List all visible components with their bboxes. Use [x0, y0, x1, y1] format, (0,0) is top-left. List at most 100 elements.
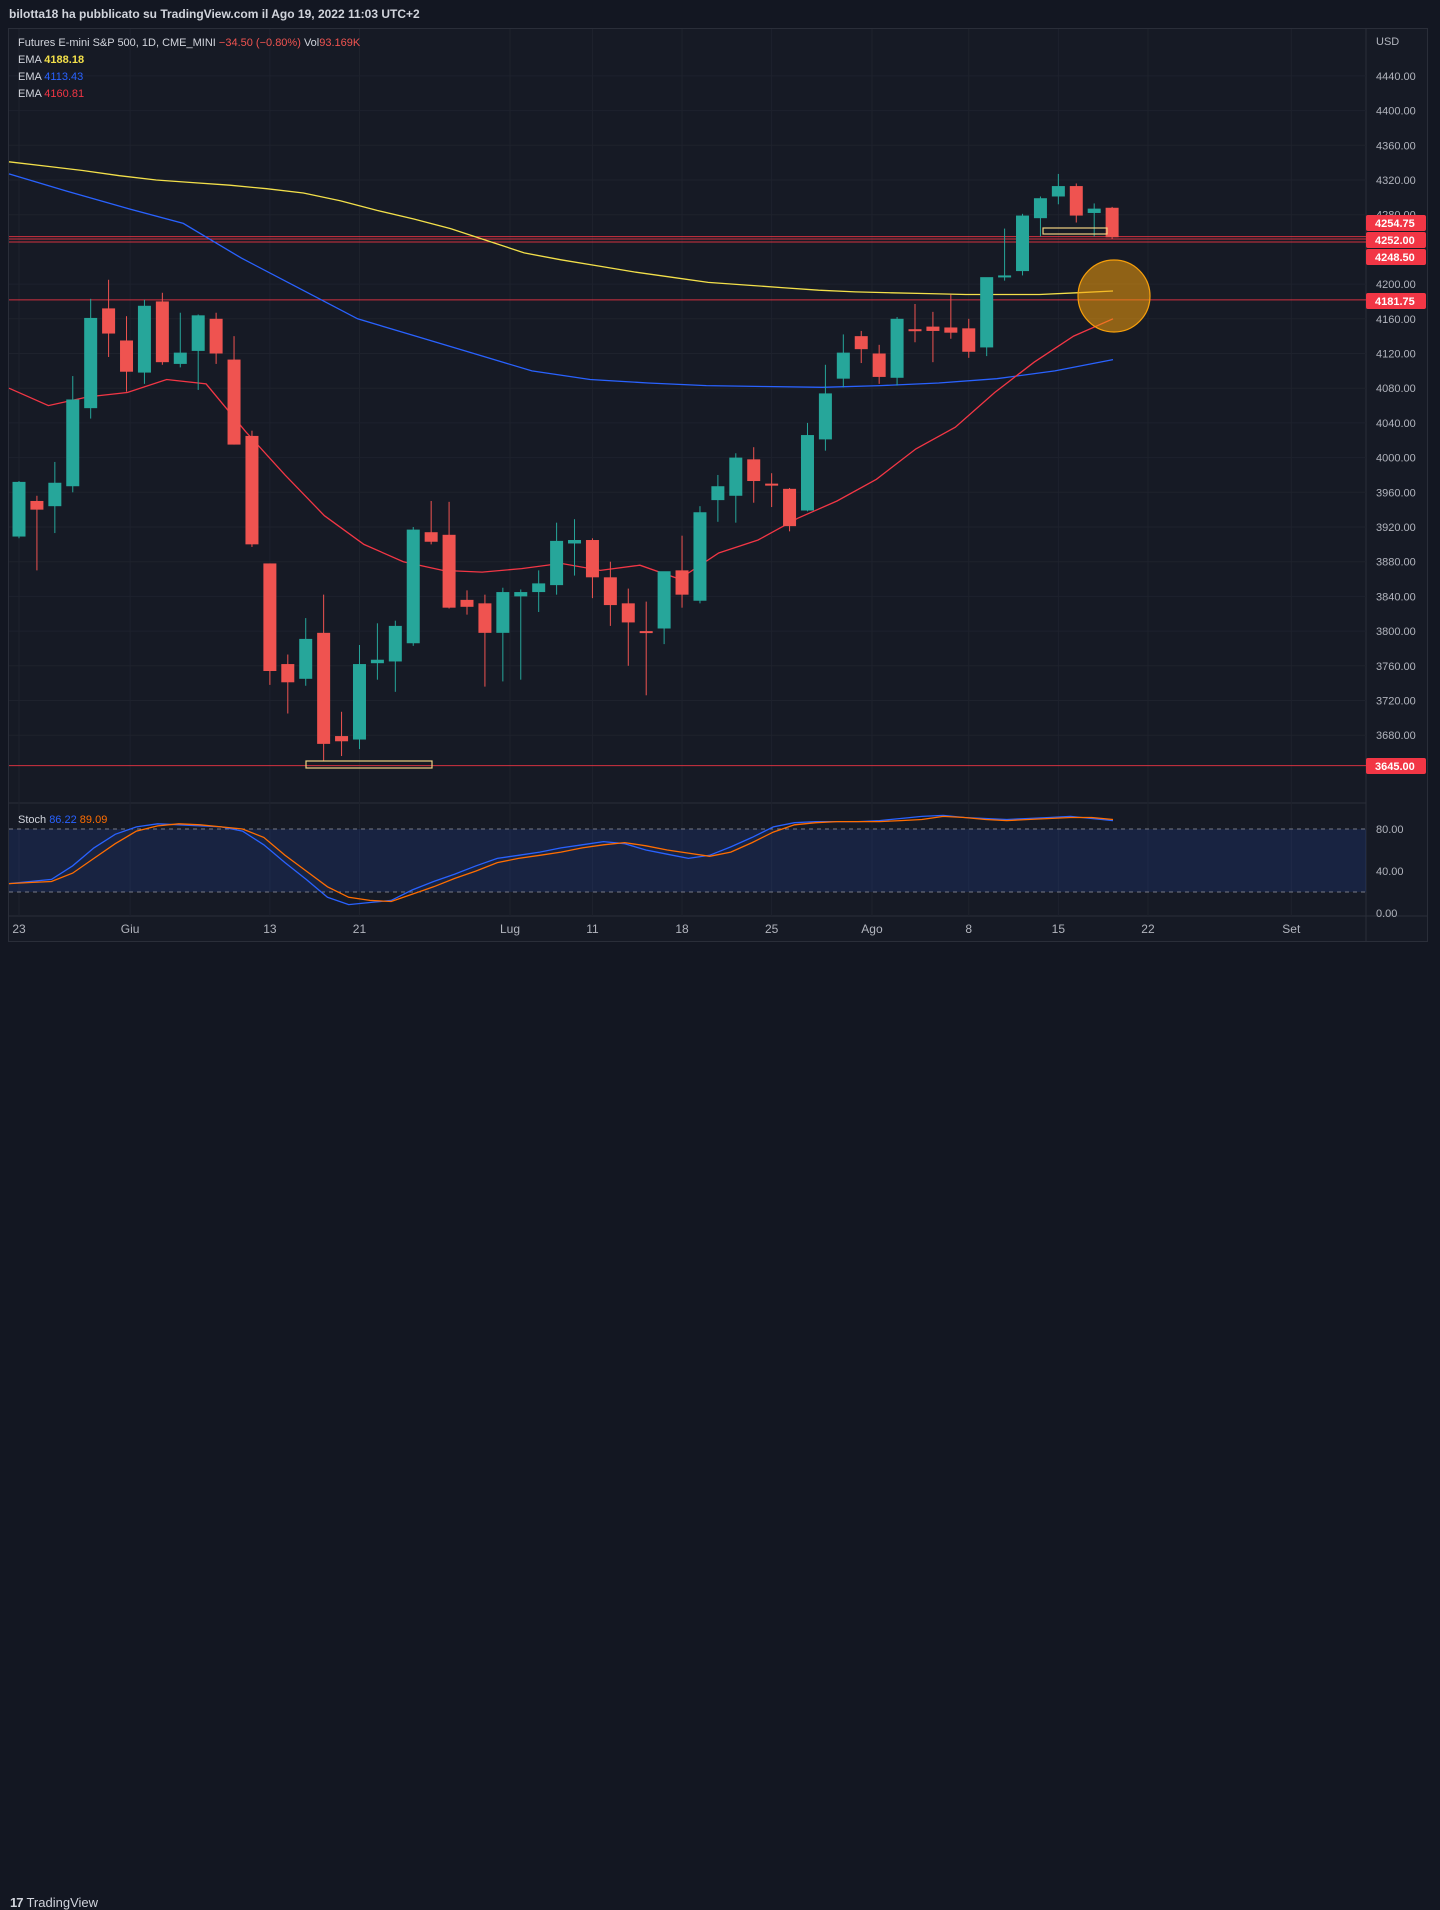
candle-body: [191, 315, 205, 351]
stoch-y-tick-label: 40.00: [1376, 866, 1404, 878]
candle-body: [245, 435, 259, 545]
price-tag-label: 4181.75: [1375, 296, 1415, 308]
y-tick-label: 3680.00: [1376, 730, 1416, 742]
tradingview-brand[interactable]: 17 TradingView: [10, 1895, 98, 1910]
x-tick-label: Ago: [861, 922, 883, 936]
volume-label: Vol: [304, 37, 319, 49]
candle-body: [1105, 207, 1119, 238]
y-tick-label: 3720.00: [1376, 696, 1416, 708]
y-tick-label: 4400.00: [1376, 106, 1416, 118]
ema-label: EMA: [18, 54, 44, 66]
brand-label: TradingView: [26, 1895, 99, 1910]
y-tick-label: 3800.00: [1376, 626, 1416, 638]
price-change: −34.50 (−0.80%): [219, 37, 304, 49]
publisher-text: bilotta18 ha pubblicato su TradingView.c…: [9, 7, 420, 21]
candle-body: [478, 603, 492, 633]
chart-svg[interactable]: 80.00 40.00 0.00 USD 4440.00 4400.00 4360.00 4…: [0, 0, 1440, 979]
candle-body: [1087, 208, 1101, 213]
candle-body: [352, 664, 366, 740]
y-tick-label: 4080.00: [1376, 383, 1416, 395]
x-tick-label: 15: [1052, 922, 1066, 936]
candle-body: [854, 336, 868, 350]
price-tag: [1366, 758, 1426, 774]
x-tick-label: 18: [675, 922, 689, 936]
candle-body: [335, 736, 349, 742]
candle-body: [693, 512, 707, 601]
y-tick-label: 3960.00: [1376, 487, 1416, 499]
candle-body: [424, 532, 438, 542]
candle-body: [1016, 215, 1030, 272]
candle-body: [550, 540, 564, 586]
candle-body: [406, 529, 420, 644]
candle-body: [137, 305, 151, 373]
highlight-circle: [1077, 259, 1151, 333]
candle-body: [944, 327, 958, 333]
symbol-legend: Futures E-mini S&P 500, 1D, CME_MINI −34…: [18, 37, 361, 49]
x-tick-label: 11: [586, 922, 599, 936]
candle-body: [84, 317, 98, 409]
price-tag: [1366, 249, 1426, 265]
ema-legend: EMA 4113.43: [18, 71, 83, 83]
x-tick-label: 8: [965, 922, 972, 936]
stoch-y-tick-label: 0.00: [1376, 908, 1397, 920]
ema-value: 4113.43: [44, 71, 83, 83]
candle-body: [568, 540, 582, 544]
price-tag: [1366, 293, 1426, 309]
y-tick-label: 3920.00: [1376, 522, 1416, 534]
candle-body: [496, 592, 510, 633]
ema-value: 4188.18: [44, 54, 84, 66]
stoch-y-tick-label: 80.00: [1376, 824, 1404, 836]
x-tick-label: 23: [12, 922, 26, 936]
candle-body: [30, 500, 44, 510]
high-highlight-box: [1042, 227, 1108, 235]
y-tick-label: 4000.00: [1376, 453, 1416, 465]
stoch-value: 86.22: [49, 814, 80, 826]
candle-body: [926, 326, 940, 331]
candle-body: [263, 563, 277, 672]
candle-body: [532, 583, 546, 593]
candle-body: [388, 625, 402, 662]
x-tick-label: 22: [1141, 922, 1155, 936]
stoch-label: Stoch: [18, 814, 49, 826]
price-tag-label: 3645.00: [1375, 761, 1415, 773]
ema-legend: EMA 4188.18: [18, 54, 84, 66]
candle-body: [227, 359, 241, 445]
x-tick-label: 21: [353, 922, 367, 936]
candle-body: [675, 570, 689, 595]
y-tick-label: 4040.00: [1376, 418, 1416, 430]
candle-body: [639, 631, 653, 634]
stoch-d-line: [8, 815, 1114, 903]
candle-body: [585, 540, 599, 578]
y-tick-label: 4360.00: [1376, 140, 1416, 152]
y-tick-label: 4160.00: [1376, 314, 1416, 326]
candle-body: [747, 459, 761, 482]
x-tick-label: 13: [263, 922, 277, 936]
price-tag: [1366, 232, 1426, 248]
symbol-name: Futures E-mini S&P 500, 1D, CME_MINI: [18, 37, 219, 49]
candle-body: [120, 340, 134, 372]
y-tick-label: 4120.00: [1376, 349, 1416, 361]
candle-body: [818, 393, 832, 440]
candle-body: [603, 577, 617, 606]
y-tick-label: 3880.00: [1376, 557, 1416, 569]
stoch-k-line: [8, 814, 1114, 906]
candle-body: [729, 457, 743, 496]
candle-body: [460, 599, 474, 607]
ema-label: EMA: [18, 71, 44, 83]
candle-body: [48, 482, 62, 507]
candle-body: [370, 659, 384, 664]
candle-body: [102, 308, 116, 334]
tradingview-logo-icon: 17: [10, 1895, 24, 1910]
stoch-value: 89.09: [80, 814, 108, 826]
volume-value: 93.169K: [319, 37, 361, 49]
ema-blue-line: [8, 173, 1114, 388]
candle-body: [299, 638, 313, 679]
candle-body: [1033, 198, 1047, 219]
candle-body: [998, 275, 1012, 278]
candle-body: [442, 534, 456, 608]
footer-bar: 17 TradingView: [0, 942, 1440, 1910]
candle-body: [155, 301, 169, 363]
candle-body: [281, 664, 295, 683]
low-highlight-box: [305, 760, 433, 769]
x-tick-label: 25: [765, 922, 779, 936]
